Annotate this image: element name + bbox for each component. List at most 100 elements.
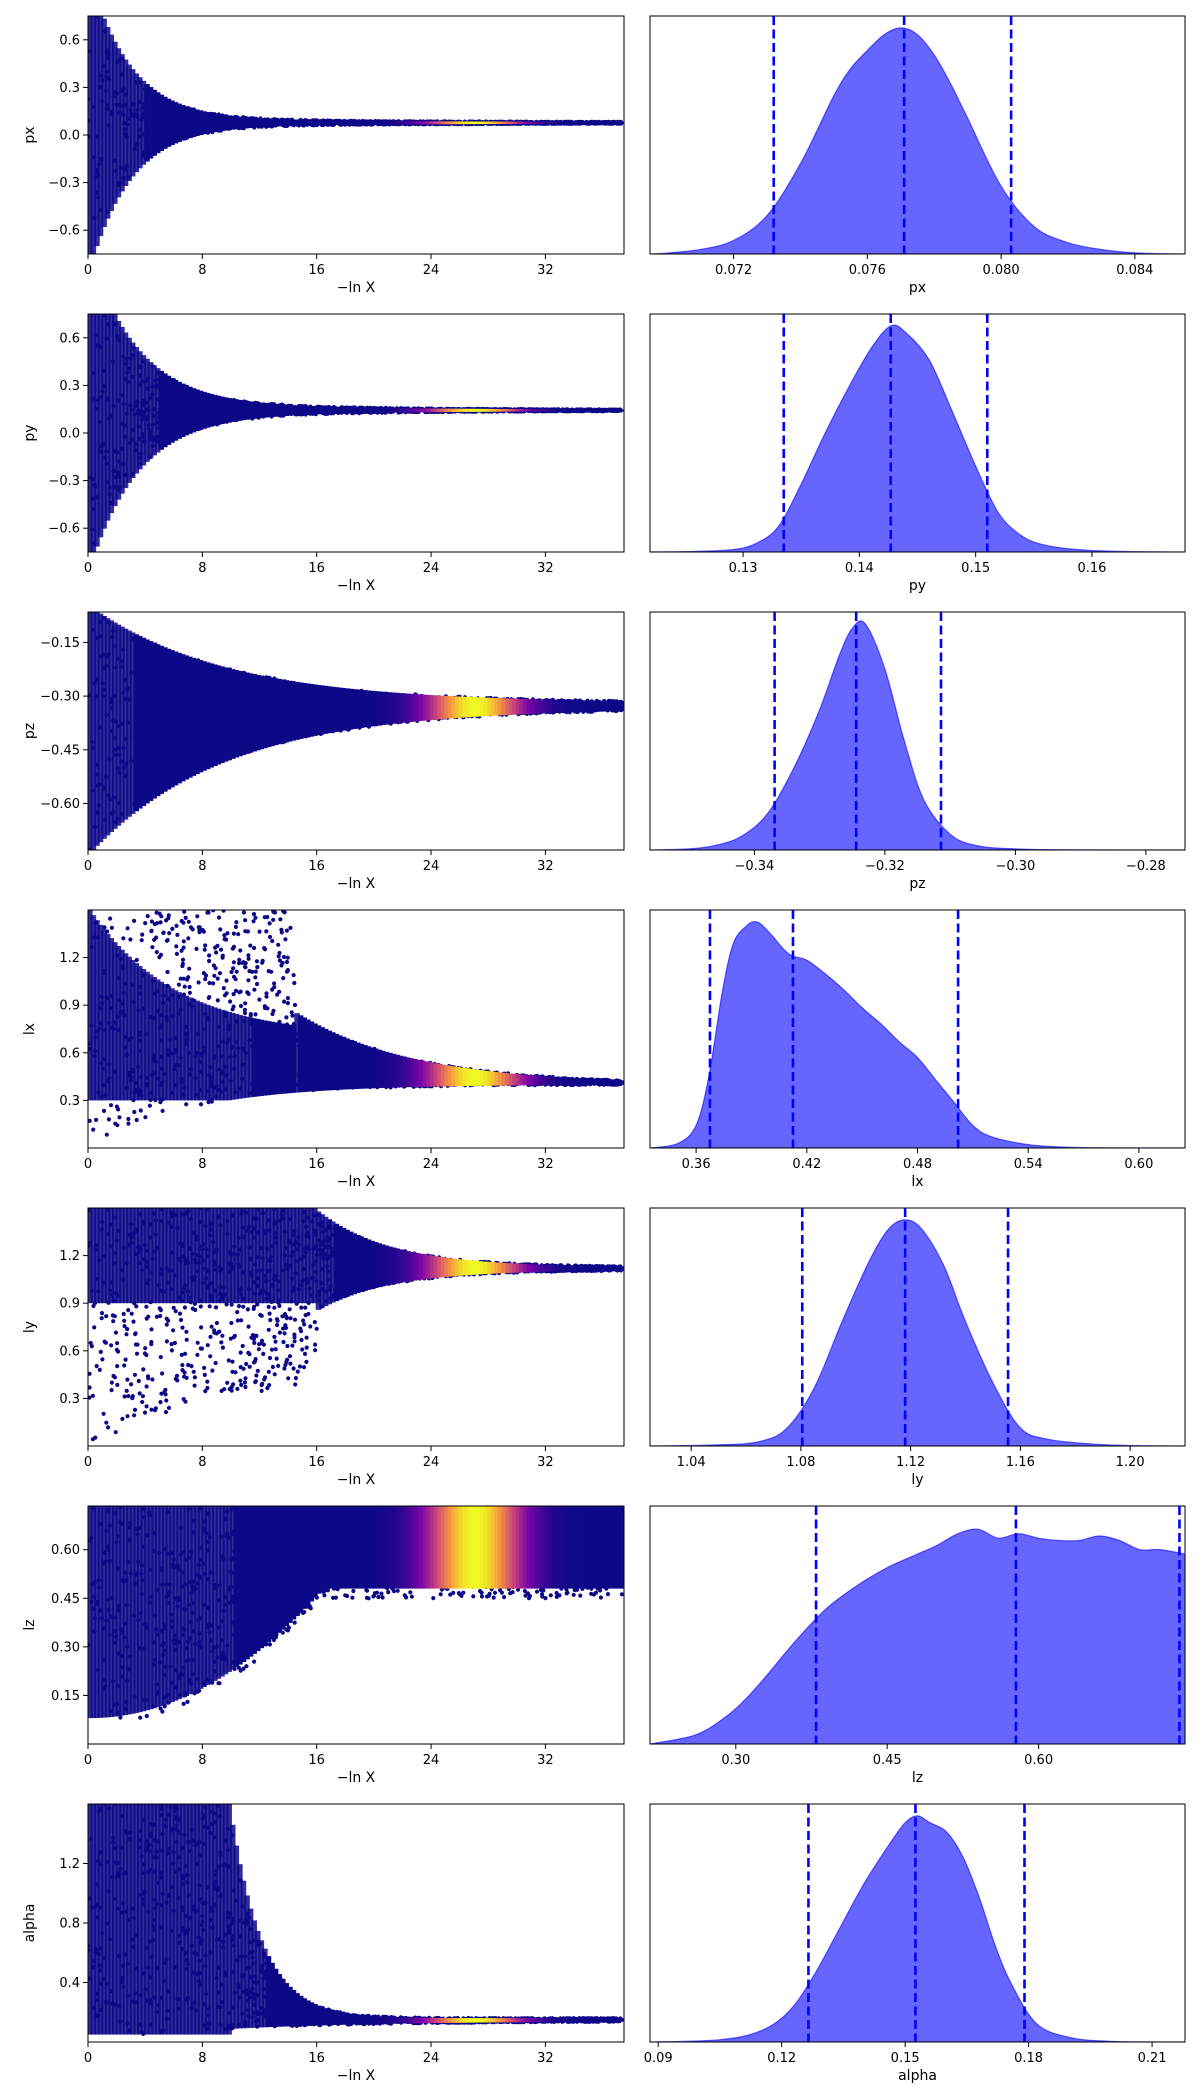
trace-band-slice: [362, 120, 368, 125]
trace-band-slice: [104, 1208, 111, 1304]
trace-band-slice: [97, 16, 104, 237]
trace-band-slice: [355, 689, 361, 729]
trace-band-slice: [397, 408, 404, 413]
trace-band-slice: [565, 1077, 572, 1086]
trace-band-slice: [451, 1506, 458, 1589]
trace-band-slice: [408, 693, 415, 722]
trace-band-slice: [601, 121, 608, 124]
trace-scatter: [88, 314, 624, 552]
trace-band-slice: [490, 2018, 497, 2023]
trace-band-slice: [290, 1506, 297, 1620]
trace-x-axis-label: −ln X: [337, 1174, 376, 1190]
trace-band-slice: [372, 1506, 379, 1589]
trace-band-slice: [390, 1247, 397, 1285]
trace-band-slice: [112, 1208, 118, 1304]
trace-band-slice: [151, 1208, 157, 1304]
trace-band-slice: [154, 979, 161, 1101]
trace-band-slice: [508, 1506, 515, 1589]
trace-band-slice: [551, 699, 558, 714]
trace-band-slice: [169, 1208, 175, 1304]
posterior-axes-frame: [649, 1505, 1186, 1745]
trace-band-slice: [319, 406, 325, 415]
x-tick-label: 16: [308, 1157, 325, 1172]
trace-band-slice: [490, 121, 497, 125]
trace-band-slice: [480, 1070, 486, 1086]
trace-y-axis-label: px: [22, 126, 38, 143]
trace-band-slice: [447, 2018, 454, 2023]
trace-band-slice: [101, 1208, 107, 1304]
trace-band-slice: [372, 407, 379, 413]
trace-band-slice: [147, 1506, 154, 1710]
trace-band-slice: [362, 1045, 368, 1089]
trace-band-slice: [176, 381, 182, 439]
trace-band-slice: [522, 1263, 529, 1273]
trace-band-slice: [104, 1506, 111, 1718]
trace-band-slice: [515, 1263, 522, 1273]
trace-band-slice: [208, 1208, 215, 1304]
trace-band-slice: [619, 409, 624, 412]
trace-band-slice: [258, 675, 265, 750]
x-tick-label: 0.48: [903, 1157, 932, 1172]
trace-band-slice: [183, 1506, 190, 1696]
trace-band-slice: [169, 100, 175, 146]
trace-band-slice: [276, 119, 282, 127]
trace-band-slice: [204, 1506, 211, 1686]
trace-band-slice: [547, 121, 554, 124]
trace-band-slice: [440, 1257, 447, 1278]
trace-band-slice: [237, 1864, 243, 2029]
trace-band-slice: [565, 2018, 572, 2022]
trace-band-slice: [412, 121, 418, 125]
trace-band-slice: [137, 1506, 143, 1713]
trace-band-slice: [562, 1265, 568, 1272]
trace-band-slice: [540, 409, 547, 412]
trace-band-slice: [115, 320, 122, 500]
trace-band-slice: [419, 1060, 425, 1087]
trace-band-slice: [497, 2018, 504, 2023]
trace-band-slice: [462, 1259, 468, 1276]
trace-band-slice: [444, 1506, 450, 1589]
trace-band-slice: [287, 1024, 293, 1094]
trace-band-slice: [265, 403, 272, 418]
trace-band-slice: [619, 1266, 624, 1271]
trace-band-slice: [522, 1506, 529, 1589]
trace-band-slice: [544, 409, 550, 412]
x-tick-label: 0.09: [644, 2051, 673, 2066]
trace-band-slice: [390, 1053, 397, 1088]
trace-band-slice: [312, 1023, 318, 1092]
trace-band-slice: [151, 365, 157, 456]
trace-band-slice: [226, 1506, 232, 1672]
x-tick-label: 8: [198, 1157, 206, 1172]
trace-band-slice: [237, 116, 243, 129]
trace-band-slice: [501, 2018, 508, 2023]
trace-band-slice: [88, 16, 93, 254]
y-tick-label: 0.0: [59, 427, 80, 442]
trace-band-slice: [594, 1265, 600, 1272]
trace-band-slice: [287, 1208, 293, 1304]
trace-y-axis-label: py: [22, 424, 38, 441]
trace-band-slice: [326, 686, 332, 734]
trace-band-slice: [240, 117, 247, 129]
trace-band-slice: [115, 1804, 122, 2035]
y-tick-label: −0.45: [40, 743, 80, 758]
trace-band-slice: [465, 408, 472, 412]
trace-band-slice: [265, 1021, 272, 1096]
trace-band-slice: [301, 682, 307, 739]
posterior-panel-px: 0.072 0.076 0.080 0.084 px: [649, 15, 1186, 296]
trace-band-slice: [347, 2013, 354, 2025]
x-tick-label: −0.32: [865, 859, 905, 874]
trace-x-axis-label: −ln X: [337, 1770, 376, 1786]
trace-band-slice: [376, 1506, 383, 1589]
trace-band-slice: [247, 1017, 254, 1098]
trace-band-slice: [308, 1021, 315, 1092]
trace-band-slice: [458, 1506, 465, 1589]
trace-scatter: [88, 1804, 624, 2036]
trace-band-slice: [176, 1506, 182, 1700]
trace-band-slice: [126, 1208, 132, 1304]
x-tick-label: 0.60: [1124, 1157, 1153, 1172]
trace-band-slice: [190, 1506, 197, 1693]
trace-band-slice: [433, 2017, 440, 2024]
trace-band-slice: [187, 107, 193, 139]
trace-band-slice: [594, 1506, 600, 1589]
trace-band-slice: [451, 121, 458, 125]
trace-band-slice: [265, 118, 272, 127]
